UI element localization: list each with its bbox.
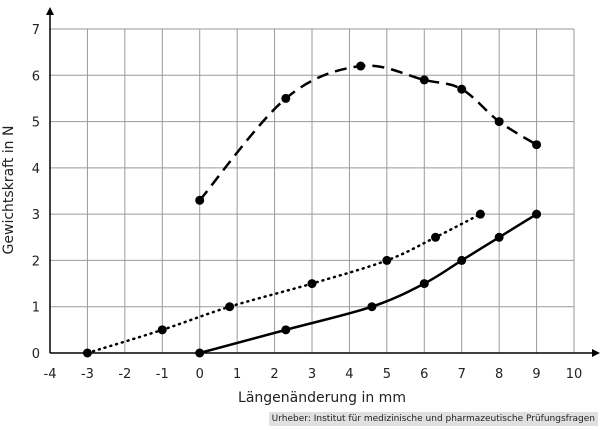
y-tick-label: 1 [32,301,40,316]
x-tick-label: -3 [81,367,94,382]
data-point [475,209,485,219]
x-tick-label: 3 [308,367,316,382]
y-axis-label: Gewichtskraft in N [1,126,17,255]
x-tick-label: 9 [532,367,540,382]
grid [49,28,575,354]
axes [46,7,600,357]
data-point [195,348,205,358]
x-tick-label: 1 [233,367,241,382]
data-point [281,325,291,335]
data-point [195,195,205,205]
data-point [82,348,92,358]
y-tick-label: 4 [32,162,40,177]
data-point [367,302,377,312]
data-point [457,84,467,94]
data-point [419,75,429,85]
x-tick-label: 6 [420,367,428,382]
y-tick-label: 7 [32,23,40,38]
data-point [281,93,291,103]
data-point [382,255,392,265]
y-tick-label: 5 [32,116,40,131]
series-group [82,61,542,358]
data-point [419,279,429,289]
x-tick-label: -4 [44,367,57,382]
data-point [307,279,317,289]
data-point [431,232,441,242]
data-point [457,255,467,265]
data-point [532,209,542,219]
x-axis-label: Längenänderung in mm [238,390,406,406]
data-point [225,302,235,312]
x-tick-label: -2 [118,367,131,382]
x-tick-label: 10 [566,367,583,382]
data-point [494,117,504,127]
x-tick-label: 8 [495,367,503,382]
data-point [356,61,366,71]
tick-labels: -4 -3 -2 -1 0 1 2 3 4 5 6 7 8 9 10 0 1 2 3 4 5 6 7 [32,23,583,382]
y-tick-label: 2 [32,254,40,269]
y-tick-label: 6 [32,69,40,84]
x-tick-label: 7 [458,367,466,382]
x-tick-label: 2 [270,367,278,382]
series-line-solid [198,212,538,355]
x-tick-label: 4 [345,367,353,382]
x-tick-label: -1 [156,367,169,382]
x-axis-arrow-icon [592,349,600,357]
x-tick-label: 0 [196,367,204,382]
y-axis-arrow-icon [46,7,54,15]
x-tick-label: 5 [383,367,391,382]
data-point [157,325,167,335]
y-tick-label: 3 [32,208,40,223]
y-tick-label: 0 [32,347,40,362]
series-line-dashed [198,64,538,202]
credit-note: Urheber: Institut für medizinische und p… [268,412,598,426]
data-point [494,232,504,242]
data-point [532,140,542,150]
